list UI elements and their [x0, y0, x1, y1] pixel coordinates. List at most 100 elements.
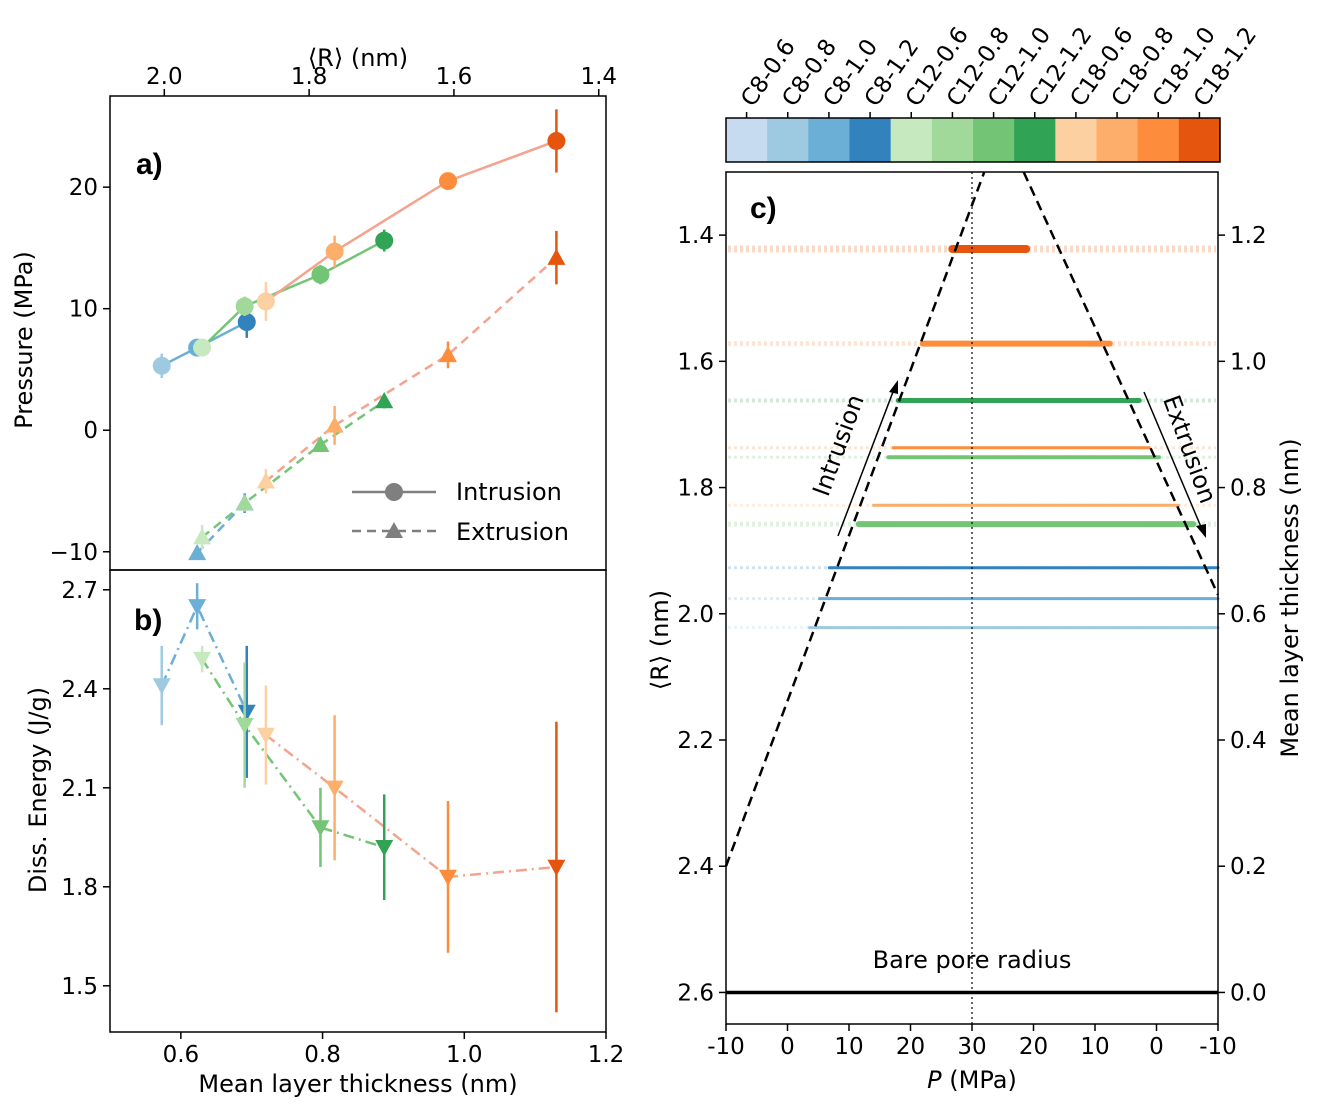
panel-a-top-axis-label: ⟨R⟩ (nm) [308, 44, 408, 72]
top-tick-label: 2.0 [146, 64, 183, 90]
colorbar-swatch [890, 118, 933, 162]
x-tick-label: 1.0 [446, 1042, 483, 1068]
intrusion-label: Intrusion [807, 391, 870, 500]
panel-c-y-axis-label: ⟨R⟩ (nm) [646, 590, 674, 690]
data-point [152, 356, 171, 375]
panel-c-right-y-ticks: 1.2 1.0 0.8 0.6 0.4 0.2 0.0 [1218, 223, 1267, 1006]
x-tick-label: 0 [1149, 1034, 1164, 1060]
y-tick-label: 20 [69, 175, 98, 201]
data-point [547, 859, 566, 876]
y-tick-label: 2.7 [61, 578, 98, 604]
colorbar-frame [725, 117, 1221, 163]
data-point [325, 416, 344, 433]
right-y-tick-label: 1.2 [1230, 223, 1267, 249]
right-y-tick-label: 0.8 [1230, 476, 1267, 502]
data-point [375, 840, 394, 857]
data-point [438, 869, 457, 886]
panel-b-x-ticks: 0.6 0.8 1.0 1.2 [163, 1032, 625, 1068]
series-line [201, 400, 385, 539]
y-tick-label: 1.6 [677, 349, 714, 375]
x-tick-label: 1.2 [588, 1042, 625, 1068]
data-point [235, 297, 254, 316]
colorbar-swatch [1178, 118, 1221, 162]
right-y-tick-label: 1.0 [1230, 349, 1267, 375]
colorbar-swatch [1014, 118, 1056, 162]
data-point [256, 292, 275, 311]
top-tick-label: 1.6 [436, 64, 473, 90]
data-point [152, 678, 171, 695]
data-point [237, 313, 256, 332]
y-tick-label: 1.5 [61, 974, 98, 1000]
colorbar-swatch [931, 118, 974, 162]
panel-b-series [152, 583, 566, 1013]
panel-c: C8-0.6C8-0.8C8-1.0C8-1.2C12-0.6C12-0.8C1… [646, 23, 1304, 1094]
panel-c-guides [724, 171, 1220, 1024]
bare-pore-label: Bare pore radius [873, 946, 1072, 974]
data-point [188, 599, 207, 616]
data-point [193, 338, 212, 357]
x-tick-label: -10 [1199, 1034, 1237, 1060]
data-point [325, 780, 344, 797]
colorbar-swatch [1137, 118, 1180, 162]
colorbar-swatch [973, 118, 1015, 162]
series-line [201, 658, 385, 849]
panel-b-label: b) [134, 604, 162, 637]
y-tick-label: 10 [69, 297, 98, 323]
y-tick-label: 2.1 [61, 776, 98, 802]
y-tick-label: 2.6 [677, 980, 714, 1006]
intrusion-arrow [837, 383, 897, 537]
panel-b-y-axis-label: Diss. Energy (J/g) [24, 687, 52, 893]
right-y-tick-label: 0.6 [1230, 602, 1267, 628]
panel-c-x-axis-label: P (MPa) [927, 1066, 1017, 1094]
data-point [235, 494, 254, 511]
data-point [547, 131, 566, 150]
panel-a-top-ticks: 2.0 1.8 1.6 1.4 [146, 64, 617, 96]
y-tick-label: 1.8 [677, 476, 714, 502]
panel-b-frame [109, 569, 607, 1033]
x-tick-label: 0.8 [304, 1042, 341, 1068]
x-tick-label: 20 [896, 1034, 925, 1060]
extrusion-arrow [1143, 391, 1205, 535]
colorbar: C8-0.6C8-0.8C8-1.0C8-1.2C12-0.6C12-0.8C1… [725, 23, 1262, 163]
right-y-tick-label: 0.0 [1230, 980, 1267, 1006]
legend-extrusion-marker [385, 522, 403, 538]
y-tick-label: 2.2 [677, 728, 714, 754]
y-tick-label: 1.4 [677, 223, 714, 249]
panel-a-y-axis-label: Pressure (MPa) [10, 251, 38, 429]
colorbar-swatch [1055, 118, 1097, 162]
panel-c-label: c) [750, 192, 777, 225]
extrusion-dashed-line [1022, 171, 1220, 596]
panel-c-levels [728, 244, 1220, 630]
y-tick-label: 1.8 [61, 875, 98, 901]
data-point [235, 717, 254, 735]
panel-a-y-ticks: 20 10 0 −10 [49, 175, 110, 566]
colorbar-swatch [849, 118, 892, 162]
data-point [325, 242, 344, 261]
data-point [375, 231, 394, 250]
panel-a-label: a) [136, 148, 163, 181]
y-tick-label: −10 [49, 540, 98, 566]
legend-intrusion-marker [385, 483, 403, 501]
x-tick-label: 30 [957, 1034, 986, 1060]
data-point [375, 392, 394, 409]
data-point [311, 265, 330, 284]
x-tick-label: 10 [1080, 1034, 1109, 1060]
y-tick-label: 0 [83, 418, 98, 444]
data-point [438, 345, 457, 363]
x-tick-label: 20 [1019, 1034, 1048, 1060]
data-point [311, 435, 330, 453]
series-line [265, 256, 558, 483]
data-point [438, 172, 457, 191]
legend-extrusion-label: Extrusion [456, 518, 569, 546]
y-tick-label: 2.4 [677, 854, 714, 880]
panel-a-series [152, 109, 566, 561]
x-tick-label: -10 [707, 1034, 745, 1060]
panel-b: 2.7 2.4 2.1 1.8 1.5 0.6 0.8 1.0 1.2 Mean layer … [24, 569, 625, 1098]
data-point [188, 543, 207, 561]
right-y-tick-label: 0.2 [1230, 854, 1267, 880]
colorbar-swatch [808, 118, 850, 162]
data-point [547, 248, 566, 265]
legend: Intrusion Extrusion [352, 478, 569, 546]
x-tick-label: 10 [834, 1034, 863, 1060]
y-tick-label: 2.0 [677, 602, 714, 628]
